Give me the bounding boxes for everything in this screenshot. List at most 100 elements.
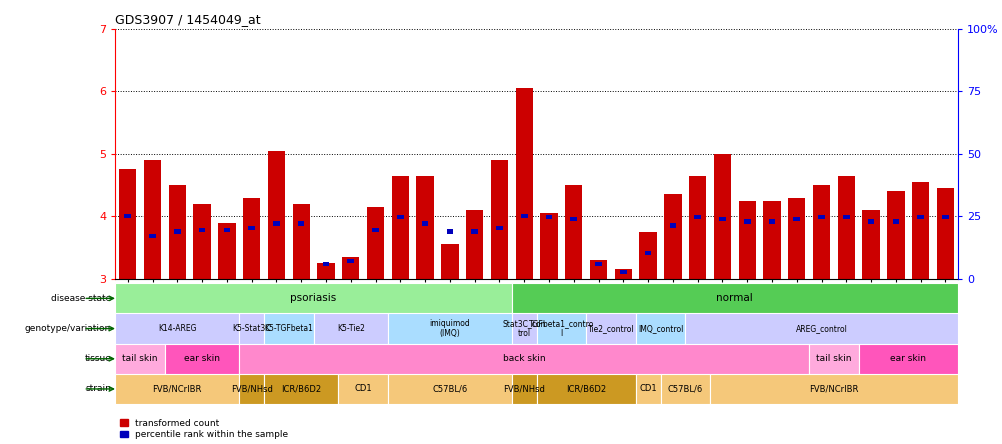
Bar	[867, 219, 874, 224]
Bar	[684, 313, 957, 344]
Bar	[660, 374, 709, 404]
Text: ear skin: ear skin	[184, 354, 219, 363]
Bar	[168, 185, 185, 279]
Bar	[218, 222, 235, 279]
Bar	[115, 283, 511, 313]
Bar	[248, 226, 255, 230]
Text: IMQ_control: IMQ_control	[637, 324, 682, 333]
Text: K5-Stat3C: K5-Stat3C	[232, 324, 271, 333]
Bar	[892, 219, 899, 224]
Text: Stat3C_con
trol: Stat3C_con trol	[502, 319, 545, 338]
Text: FVB/NCrIBR: FVB/NCrIBR	[809, 385, 858, 393]
Bar	[837, 176, 854, 279]
Bar	[743, 219, 749, 224]
Bar	[737, 201, 756, 279]
Text: FVB/NHsd: FVB/NHsd	[230, 385, 273, 393]
Bar	[273, 222, 280, 226]
Bar	[763, 201, 780, 279]
Bar	[515, 88, 532, 279]
Bar	[663, 194, 681, 279]
Bar	[589, 260, 606, 279]
Bar	[941, 215, 948, 219]
Bar	[397, 215, 403, 219]
Bar	[223, 228, 229, 232]
Text: AREG_control: AREG_control	[795, 324, 847, 333]
Bar	[239, 374, 264, 404]
Text: tail skin: tail skin	[122, 354, 157, 363]
Bar	[164, 344, 239, 374]
Bar	[338, 374, 388, 404]
Bar	[564, 185, 582, 279]
Bar	[367, 207, 384, 279]
Text: psoriasis: psoriasis	[291, 293, 337, 303]
Bar	[812, 185, 830, 279]
Bar	[688, 176, 705, 279]
Bar	[639, 232, 656, 279]
Text: tail skin: tail skin	[816, 354, 851, 363]
Bar	[143, 160, 161, 279]
Bar	[635, 313, 684, 344]
Bar	[511, 283, 957, 313]
Bar	[293, 204, 310, 279]
Text: K14-AREG: K14-AREG	[158, 324, 196, 333]
Text: GDS3907 / 1454049_at: GDS3907 / 1454049_at	[115, 13, 261, 26]
Text: imiquimod
(IMQ): imiquimod (IMQ)	[429, 319, 470, 338]
Bar	[936, 188, 953, 279]
Text: normal: normal	[715, 293, 753, 303]
Bar	[115, 374, 239, 404]
Bar	[693, 215, 700, 219]
Text: genotype/variation: genotype/variation	[25, 324, 111, 333]
Bar	[536, 313, 585, 344]
Bar	[818, 215, 824, 219]
Text: C57BL/6: C57BL/6	[667, 385, 702, 393]
Text: ear skin: ear skin	[890, 354, 926, 363]
Bar	[709, 374, 957, 404]
Bar	[887, 191, 904, 279]
Bar	[511, 374, 536, 404]
Bar	[614, 270, 631, 279]
Legend: transformed count, percentile rank within the sample: transformed count, percentile rank withi…	[120, 419, 288, 440]
Bar	[149, 234, 155, 238]
Bar	[635, 374, 660, 404]
Bar	[124, 214, 131, 218]
Bar	[669, 223, 675, 228]
Bar	[496, 226, 502, 230]
Bar	[490, 160, 508, 279]
Bar	[644, 251, 650, 255]
Bar	[242, 198, 261, 279]
Text: CD1: CD1	[638, 385, 656, 393]
Bar	[713, 154, 730, 279]
Bar	[198, 228, 205, 232]
Text: CD1: CD1	[354, 385, 372, 393]
Bar	[570, 217, 576, 222]
Bar	[768, 219, 775, 224]
Text: K5-Tie2: K5-Tie2	[337, 324, 365, 333]
Bar	[545, 215, 552, 219]
Bar	[520, 214, 527, 218]
Bar	[843, 215, 849, 219]
Bar	[862, 210, 879, 279]
Bar	[594, 262, 601, 266]
Text: FVB/NHsd: FVB/NHsd	[503, 385, 545, 393]
Bar	[323, 262, 329, 266]
Bar	[264, 374, 338, 404]
Bar	[809, 344, 858, 374]
Bar	[416, 176, 433, 279]
Bar	[298, 222, 305, 226]
Bar	[793, 217, 800, 222]
Bar	[788, 198, 805, 279]
Bar	[540, 213, 557, 279]
Bar	[446, 230, 453, 234]
Bar	[858, 344, 957, 374]
Text: C57BL/6: C57BL/6	[432, 385, 467, 393]
Bar	[441, 245, 458, 279]
Bar	[239, 313, 264, 344]
Bar	[314, 313, 388, 344]
Bar	[388, 313, 511, 344]
Bar	[347, 259, 354, 263]
Bar	[511, 313, 536, 344]
Bar	[119, 170, 136, 279]
Bar	[471, 230, 478, 234]
Bar	[372, 228, 379, 232]
Text: tissue: tissue	[84, 354, 111, 363]
